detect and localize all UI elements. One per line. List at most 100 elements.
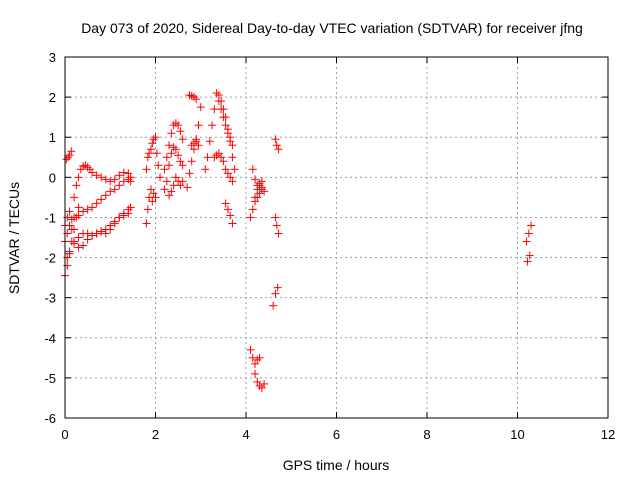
data-point (169, 181, 178, 190)
data-point (101, 191, 110, 200)
data-point (260, 379, 269, 388)
data-point (142, 165, 151, 174)
data-point (251, 193, 260, 202)
data-point (189, 139, 198, 148)
data-point (74, 173, 83, 182)
data-point (115, 181, 124, 190)
data-point (88, 231, 97, 240)
data-point (106, 187, 115, 196)
data-point (272, 221, 281, 230)
data-point (260, 187, 269, 196)
data-point (92, 171, 101, 180)
data-point (271, 289, 280, 298)
y-tick-label: 3 (49, 50, 56, 65)
data-point (115, 213, 124, 222)
data-point (217, 105, 226, 114)
data-point (151, 193, 160, 202)
data-point (151, 133, 160, 142)
data-point (146, 185, 155, 194)
data-point (67, 147, 76, 156)
y-tick-label: -5 (44, 371, 56, 386)
data-point (83, 229, 92, 238)
chart-title: Day 073 of 2020, Sidereal Day-to-day VTE… (81, 20, 583, 36)
data-point (171, 173, 180, 182)
data-point (221, 121, 230, 130)
data-point (194, 121, 203, 130)
y-axis-label: SDTVAR / TECUs (6, 182, 22, 294)
data-point (110, 175, 119, 184)
data-point (183, 183, 192, 192)
data-point (152, 149, 161, 158)
data-point (196, 103, 205, 112)
data-point (253, 355, 262, 364)
data-points (61, 89, 536, 392)
data-point (203, 153, 212, 162)
data-point (255, 181, 264, 190)
data-point (83, 205, 92, 214)
data-point (74, 243, 83, 252)
plot-frame (64, 56, 609, 419)
data-point (223, 129, 232, 138)
data-point (271, 213, 280, 222)
data-point (185, 169, 194, 178)
data-point (523, 257, 532, 266)
data-point (524, 229, 533, 238)
grid-lines (65, 57, 608, 418)
data-point (165, 141, 174, 150)
data-point (63, 213, 72, 222)
data-point (253, 377, 262, 386)
data-point (178, 177, 187, 186)
data-point (70, 193, 79, 202)
data-point (226, 211, 235, 220)
data-point (219, 157, 228, 166)
data-point (274, 145, 283, 154)
data-point (101, 225, 110, 234)
data-point (178, 161, 187, 170)
data-point (74, 233, 83, 242)
x-tick-label: 6 (333, 427, 340, 442)
data-point (79, 207, 88, 216)
data-point (106, 177, 115, 186)
data-point (115, 171, 124, 180)
data-point (273, 283, 282, 292)
data-point (149, 189, 158, 198)
data-point (255, 381, 264, 390)
data-point (119, 177, 128, 186)
data-point (148, 139, 157, 148)
data-point (219, 113, 228, 122)
data-point (101, 175, 110, 184)
data-point (228, 153, 237, 162)
x-tick-label: 4 (242, 427, 249, 442)
data-point (214, 149, 223, 158)
data-point (205, 137, 214, 146)
data-point (522, 237, 531, 246)
data-point (143, 205, 152, 214)
data-point (212, 89, 221, 98)
y-tick-label: -1 (44, 210, 56, 225)
x-tick-labels: 0 2 4 6 8 10 12 (61, 427, 615, 442)
data-point (221, 165, 230, 174)
data-point (167, 149, 176, 158)
data-point (126, 203, 135, 212)
data-point (88, 203, 97, 212)
data-point (119, 211, 128, 220)
data-point (272, 141, 281, 150)
data-point (257, 183, 266, 192)
data-point (124, 209, 133, 218)
data-point (525, 251, 534, 260)
x-tick-label: 0 (61, 427, 68, 442)
data-point (176, 157, 185, 166)
data-point (171, 119, 180, 128)
data-point (527, 221, 536, 230)
data-point (165, 191, 174, 200)
data-point (124, 175, 133, 184)
data-point (167, 129, 176, 138)
data-point (67, 215, 76, 224)
data-point (251, 359, 260, 368)
data-point (63, 253, 72, 262)
data-point (65, 247, 74, 256)
data-point (255, 189, 264, 198)
data-point (269, 301, 278, 310)
data-point (143, 153, 152, 162)
data-point (70, 213, 79, 222)
